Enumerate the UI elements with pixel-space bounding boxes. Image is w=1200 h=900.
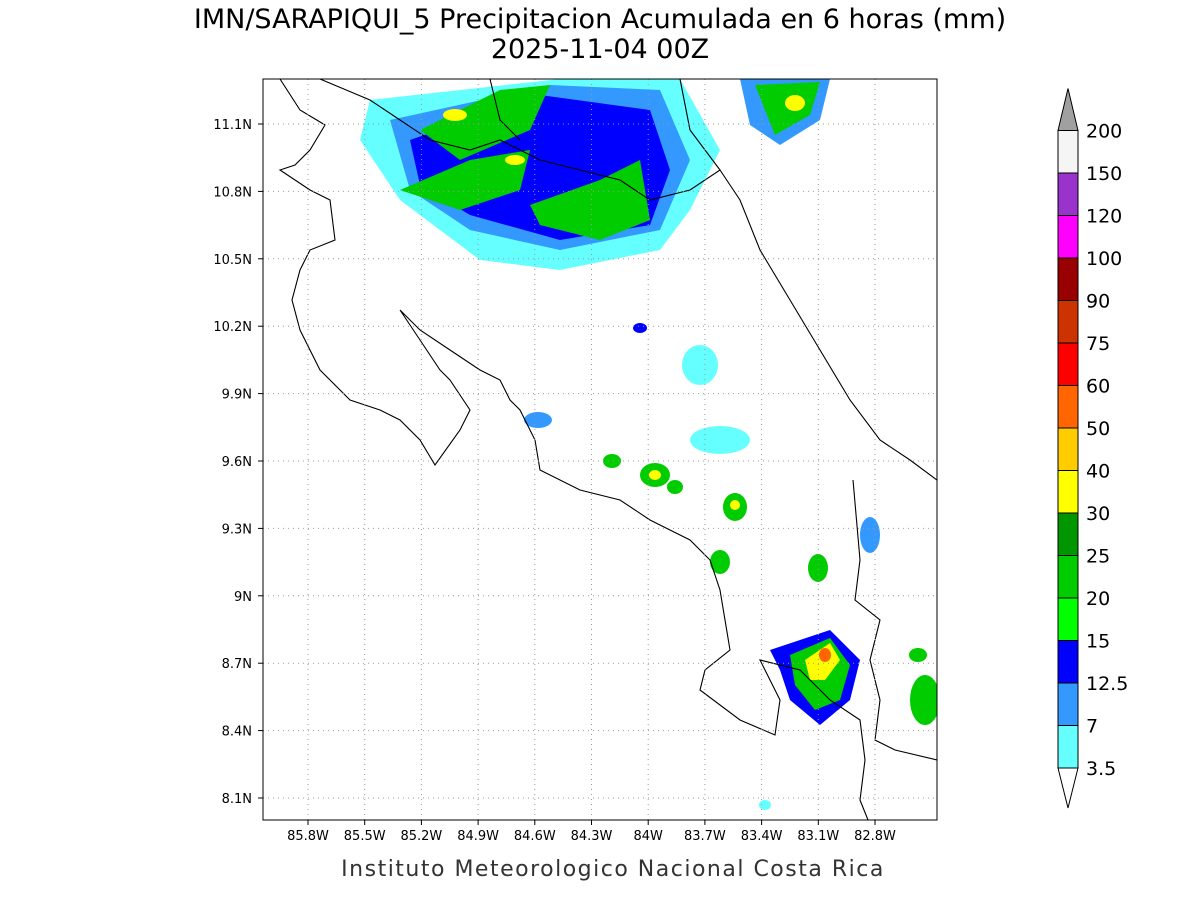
lat-label: 9.6N [222,455,252,470]
colorbar-label: 120 [1086,206,1122,228]
colorbar-box [1057,512,1079,556]
lat-label: 9N [234,590,252,605]
colorbar-box [1057,257,1079,301]
colorbar-box [1057,300,1079,344]
lon-label: 83.7W [684,829,726,844]
colorbar-label: 200 [1086,121,1122,143]
map-plot [263,79,937,820]
colorbar-box [1057,725,1079,769]
lat-label: 10.2N [213,320,252,335]
colorbar-label: 100 [1086,248,1122,270]
lon-label: 84.6W [514,829,556,844]
colorbar-box [1057,215,1079,259]
colorbar-box [1057,555,1079,599]
colorbar-label: 20 [1086,588,1110,610]
colorbar-box [1057,470,1079,514]
lon-label: 84.9W [457,829,499,844]
lat-label: 9.9N [222,388,252,403]
colorbar-box [1057,385,1079,429]
colorbar-label: 7 [1086,716,1098,738]
colorbar-label: 12.5 [1086,673,1128,695]
colorbar-box [1057,682,1079,726]
lon-label: 84W [633,829,663,844]
colorbar-over [1057,88,1079,131]
colorbar-label: 30 [1086,503,1110,525]
lat-label: 10.5N [213,253,252,268]
lon-label: 83.4W [741,829,783,844]
colorbar-box [1057,427,1079,471]
lat-label: 11.1N [213,118,252,133]
colorbar-box [1057,597,1079,641]
colorbar: 3.5 7 12.5 15 20 25 30 40 50 60 75 90 100 120 150 200 [1057,88,1128,809]
lon-label: 85.2W [400,829,442,844]
lat-label: 8.4N [222,725,252,740]
lon-label: 83.1W [797,829,839,844]
colorbar-label: 40 [1086,461,1110,483]
colorbar-label: 90 [1086,291,1110,313]
lon-label: 85.5W [344,829,386,844]
colorbar-label: 15 [1086,631,1110,653]
map-frame [262,78,938,821]
lat-label: 9.3N [222,522,252,537]
colorbar-label: 150 [1086,163,1122,185]
colorbar-label: 60 [1086,376,1110,398]
colorbar-label: 3.5 [1086,758,1116,780]
colorbar-box [1057,640,1079,684]
footer: Instituto Meteorologico Nacional Costa R… [341,857,885,882]
colorbar-under [1057,767,1079,809]
map-axes: 85.8W 85.5W 85.2W 84.9W 84.6W 84.3W 84W 83.7W 83… [213,118,896,844]
colorbar-box [1057,342,1079,386]
lon-label: 82.8W [854,829,896,844]
colorbar-label: 75 [1086,333,1110,355]
colorbar-label: 25 [1086,546,1110,568]
colorbar-label: 50 [1086,418,1110,440]
coastline [278,79,937,820]
lon-label: 84.3W [571,829,613,844]
title: IMN/SARAPIQUI_5 Precipitacion Acumulada … [194,4,1006,35]
colorbar-box [1057,130,1079,174]
lon-label: 85.8W [287,829,329,844]
lat-label: 8.1N [222,792,252,807]
subtitle: 2025-11-04 00Z [491,34,709,65]
colorbar-box [1057,172,1079,216]
lat-label: 8.7N [222,657,252,672]
precipitation-field [360,79,937,810]
lat-label: 10.8N [213,185,252,200]
